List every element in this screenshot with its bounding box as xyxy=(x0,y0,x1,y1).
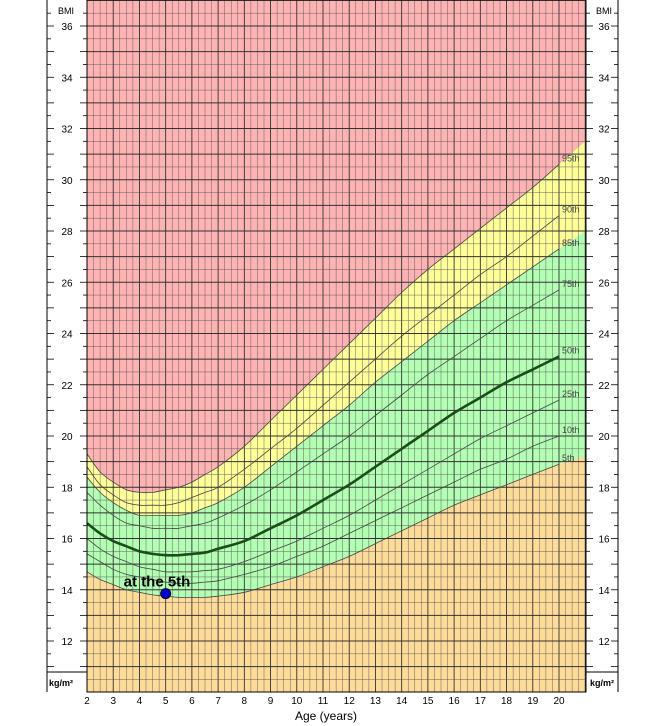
x-tick-6: 6 xyxy=(189,696,195,707)
right-unit-label: kg/m² xyxy=(590,678,614,688)
x-tick-10: 10 xyxy=(291,696,303,707)
x-tick-18: 18 xyxy=(501,696,513,707)
y-tick-left-12: 12 xyxy=(61,637,73,648)
y-tick-left-36: 36 xyxy=(61,22,73,33)
x-tick-20: 20 xyxy=(553,696,565,707)
x-tick-5: 5 xyxy=(163,696,169,707)
y-tick-left-16: 16 xyxy=(61,535,73,546)
pct-label-50th: 50th xyxy=(562,346,580,356)
left-axis-title: BMI xyxy=(58,6,74,16)
curve-85th xyxy=(87,248,560,517)
y-tick-right-22: 22 xyxy=(598,381,610,392)
curve-25th xyxy=(87,399,560,573)
x-tick-11: 11 xyxy=(318,696,329,707)
curve-10th xyxy=(87,435,560,584)
x-tick-7: 7 xyxy=(215,696,221,707)
left-axis: 12 14 16 18 20 22 24 26 28 30 32 34 36 xyxy=(46,0,87,692)
y-tick-left-30: 30 xyxy=(61,176,73,187)
x-tick-2: 2 xyxy=(84,696,90,707)
y-tick-right-26: 26 xyxy=(598,278,610,289)
curve-50th xyxy=(87,355,560,557)
pct-label-85th: 85th xyxy=(562,238,580,248)
x-tick-4: 4 xyxy=(137,696,143,707)
percentile-labels: 95th 90th 85th 75th 50th 25th 10th 5th xyxy=(562,153,580,463)
x-axis-label: Age (years) xyxy=(295,709,357,723)
x-tick-13: 13 xyxy=(370,696,382,707)
y-tick-right-14: 14 xyxy=(598,586,610,597)
y-tick-left-28: 28 xyxy=(61,227,73,238)
x-tick-12: 12 xyxy=(344,696,356,707)
y-tick-right-18: 18 xyxy=(598,483,610,494)
y-tick-right-34: 34 xyxy=(598,73,610,84)
y-tick-left-26: 26 xyxy=(61,278,73,289)
right-axis-title: BMI xyxy=(596,6,612,16)
y-tick-right-30: 30 xyxy=(598,176,610,187)
curve-75th xyxy=(87,289,560,529)
x-tick-17: 17 xyxy=(475,696,487,707)
pct-label-25th: 25th xyxy=(562,389,580,399)
percentile-curves xyxy=(87,164,560,598)
bottom-axis: 2 3 4 5 6 7 8 9 10 11 12 13 14 15 16 17 18 19 20 xyxy=(84,696,565,707)
y-tick-left-14: 14 xyxy=(61,586,73,597)
x-tick-14: 14 xyxy=(396,696,408,707)
pct-label-90th: 90th xyxy=(562,205,580,215)
y-tick-right-28: 28 xyxy=(598,227,610,238)
curve-5th xyxy=(87,463,560,598)
x-tick-15: 15 xyxy=(422,696,434,707)
curve-95th xyxy=(87,164,560,494)
y-tick-right-24: 24 xyxy=(598,330,610,341)
right-axis: 12 14 16 18 20 22 24 26 28 30 32 34 36 xyxy=(586,0,619,692)
left-unit-label: kg/m² xyxy=(49,678,73,688)
y-tick-right-12: 12 xyxy=(598,637,610,648)
x-tick-9: 9 xyxy=(268,696,274,707)
pct-label-5th: 5th xyxy=(562,453,575,463)
x-tick-3: 3 xyxy=(110,696,116,707)
pct-label-10th: 10th xyxy=(562,425,580,435)
pct-label-75th: 75th xyxy=(562,279,580,289)
curve-90th xyxy=(87,215,560,506)
y-tick-left-32: 32 xyxy=(61,125,73,136)
x-tick-16: 16 xyxy=(449,696,461,707)
y-tick-right-32: 32 xyxy=(598,125,610,136)
y-tick-left-18: 18 xyxy=(61,483,73,494)
annotation-label: at the 5th xyxy=(124,574,191,591)
y-tick-left-24: 24 xyxy=(61,330,73,341)
x-tick-19: 19 xyxy=(527,696,539,707)
pct-label-95th: 95th xyxy=(562,153,580,163)
y-tick-right-20: 20 xyxy=(598,432,610,443)
annotation-point xyxy=(160,588,172,600)
y-tick-left-22: 22 xyxy=(61,381,73,392)
plot-area xyxy=(87,0,586,692)
x-tick-8: 8 xyxy=(242,696,248,707)
y-tick-left-20: 20 xyxy=(61,432,73,443)
y-tick-right-16: 16 xyxy=(598,535,610,546)
y-tick-left-34: 34 xyxy=(61,73,73,84)
grid xyxy=(87,0,586,692)
y-tick-right-36: 36 xyxy=(598,22,610,33)
